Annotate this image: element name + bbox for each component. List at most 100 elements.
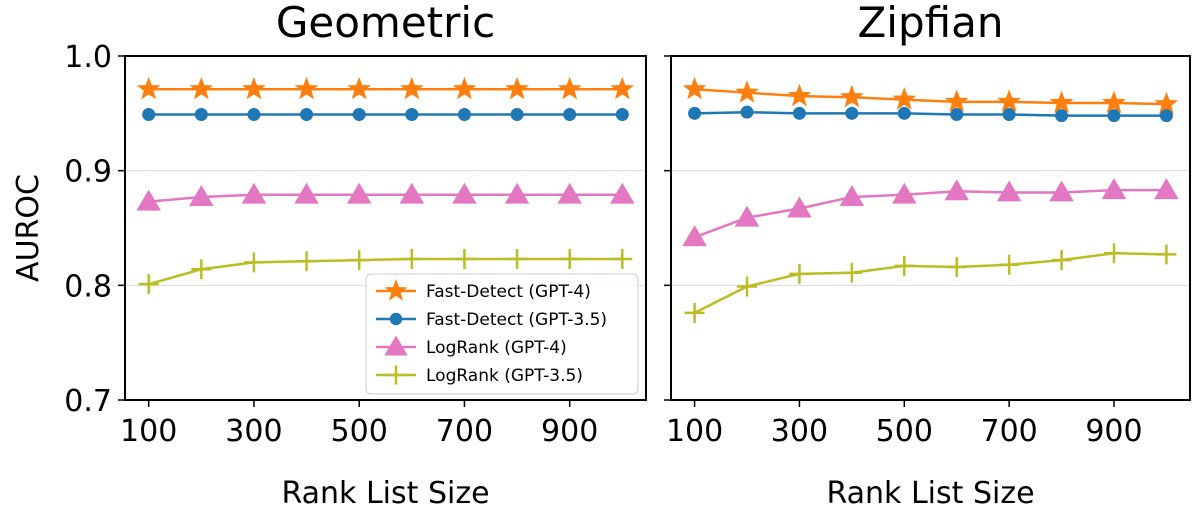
series-logrank-gpt-3-5 [684, 243, 1177, 323]
data-point [405, 107, 419, 121]
data-point [682, 76, 707, 100]
x-axis-label: Rank List Size [826, 476, 1034, 511]
data-point [1154, 178, 1179, 200]
data-point [247, 107, 261, 121]
series-fast-detect-gpt-4 [682, 76, 1179, 115]
data-point [787, 196, 812, 218]
data-point [1055, 109, 1069, 123]
data-point [682, 225, 707, 247]
panel-zipfian: 100 300 500 700 900 Zipfian Rank List Size [664, 0, 1191, 511]
data-point [194, 107, 208, 121]
series-logrank-gpt-4 [682, 178, 1179, 247]
x-tick-label: 100 [666, 414, 723, 449]
data-point [1049, 90, 1074, 114]
data-point [1049, 180, 1074, 202]
series-logrank-gpt-4 [136, 182, 635, 211]
data-point [142, 107, 156, 121]
data-point [401, 248, 422, 269]
x-tick-label: 700 [436, 414, 493, 449]
y-tick-label: 0.8 [64, 269, 112, 304]
data-point [789, 263, 810, 284]
data-point [944, 179, 969, 201]
data-point [1159, 109, 1173, 123]
data-point [191, 259, 212, 280]
legend-swatch-marker [386, 365, 406, 385]
legend-label: Fast-Detect (GPT-3.5) [426, 310, 607, 330]
data-point [557, 76, 582, 100]
data-point [346, 182, 372, 204]
data-point [610, 76, 635, 100]
y-tick-label: 1.0 [64, 40, 112, 75]
series-line [694, 88, 1167, 106]
x-tick-label: 500 [876, 414, 933, 449]
axes-frame [670, 55, 1191, 401]
panel-geometric: 0.7 0.8 0.9 1.0 100 300 500 700 900 Geometric Rank… [64, 0, 647, 511]
data-point [997, 89, 1021, 112]
legend-swatch-marker [384, 279, 408, 301]
series-line [694, 188, 1167, 239]
data-point [352, 107, 366, 121]
data-point [294, 76, 319, 100]
data-point [507, 248, 528, 269]
data-point [897, 106, 911, 120]
data-point [894, 255, 915, 276]
data-point [950, 107, 964, 121]
data-point [688, 106, 702, 120]
data-point [296, 251, 317, 272]
data-point [840, 84, 864, 108]
data-point [242, 76, 266, 100]
legend-label: LogRank (GPT-4) [426, 338, 567, 358]
legend: Fast-Detect (GPT-4) Fast-Detect (GPT-3.5)… [365, 273, 639, 395]
data-point [559, 248, 580, 269]
data-point [684, 302, 705, 323]
data-point [845, 106, 859, 120]
data-point [557, 182, 582, 204]
data-point [1107, 109, 1121, 123]
data-point [510, 107, 524, 121]
data-point [787, 83, 812, 107]
data-point [505, 76, 529, 100]
legend-swatch-marker [384, 335, 408, 356]
data-point [243, 252, 264, 273]
legend-label: Fast-Detect (GPT-4) [426, 282, 591, 302]
data-point [612, 248, 633, 269]
panel-title: Geometric [276, 0, 495, 47]
legend-item: Fast-Detect (GPT-3.5) [376, 310, 607, 330]
x-tick-label: 300 [225, 414, 282, 449]
series-line [694, 251, 1167, 314]
data-point [946, 256, 967, 277]
data-point [138, 274, 159, 295]
data-point [734, 205, 760, 227]
legend-item: Fast-Detect (GPT-4) [376, 279, 591, 302]
legend-box [365, 273, 639, 395]
data-point [1156, 244, 1177, 265]
data-point [892, 182, 917, 204]
data-point [189, 185, 214, 206]
series-fast-detect-gpt-3-5 [688, 105, 1173, 123]
data-point [452, 182, 477, 204]
x-tick-label: 700 [981, 414, 1038, 449]
data-point [737, 276, 758, 297]
data-point [189, 76, 214, 100]
data-point [1002, 107, 1016, 121]
x-tick-label: 900 [541, 414, 598, 449]
data-point [294, 182, 319, 204]
data-point [841, 262, 862, 283]
legend-label: LogRank (GPT-3.5) [426, 366, 583, 386]
x-tick-label: 900 [1085, 414, 1142, 449]
series-line [694, 110, 1167, 117]
x-tick-label: 300 [771, 414, 828, 449]
x-tick-label: 100 [120, 414, 177, 449]
data-point [892, 87, 917, 110]
data-point [349, 250, 370, 271]
data-point [735, 80, 759, 103]
data-point [399, 76, 424, 100]
legend-item: LogRank (GPT-4) [376, 335, 567, 358]
data-point [454, 248, 475, 269]
data-point [241, 182, 267, 204]
legend-swatch-marker [389, 312, 403, 326]
data-point [999, 254, 1020, 275]
data-point [1051, 250, 1072, 271]
data-point [944, 89, 969, 112]
panel-title: Zipfian [858, 0, 1004, 47]
